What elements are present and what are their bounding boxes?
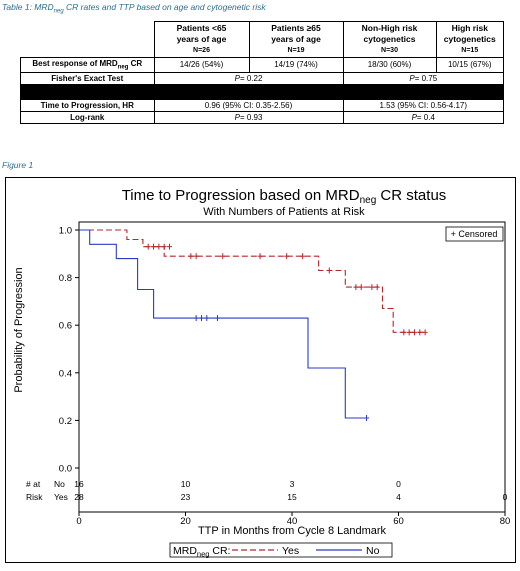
y-tick-label-5: 1.0 <box>59 226 72 237</box>
y-axis-label: Probability of Progression <box>13 267 25 392</box>
header-65plus: Patients ≥65 years of age N=19 <box>248 21 344 58</box>
x-tick-label-0: 0 <box>76 516 81 527</box>
risk-count-no-0: 16 <box>74 479 84 489</box>
x-tick-label-4: 80 <box>500 516 511 527</box>
cell-logrank-cyto: P= 0.4 <box>342 110 504 124</box>
series-line-yes <box>79 229 426 333</box>
group-legend-title: MRDneg CR: <box>173 545 230 559</box>
risk-count-yes-3: 4 <box>396 492 401 502</box>
x-tick-label-1: 20 <box>180 516 191 527</box>
y-tick-label-3: 0.6 <box>59 321 72 332</box>
series-line-no <box>79 229 367 419</box>
table-row-logrank: Log-rank P= 0.93 P= 0.4 <box>20 110 504 124</box>
y-tick-label-4: 0.8 <box>59 273 72 284</box>
results-table: Patients <65 years of age N=26 Patients ≥6… <box>20 21 504 124</box>
y-tick-label-1: 0.2 <box>59 416 72 427</box>
header-nonhigh-risk: Non-High risk cytogenetics N=30 <box>342 21 437 58</box>
cell-logrank-age: P= 0.93 <box>153 110 344 124</box>
x-axis-label: TTP in Months from Cycle 8 Landmark <box>198 525 387 537</box>
x-tick-label-3: 60 <box>393 516 404 527</box>
plot-area-frame <box>78 221 506 513</box>
chart-subtitle: With Numbers of Patients at Risk <box>203 206 365 218</box>
risk-count-yes-2: 15 <box>287 492 297 502</box>
table-header-row: Patients <65 years of age N=26 Patients ≥6… <box>20 21 504 58</box>
censored-legend-label: + Censored <box>451 229 498 239</box>
group-legend-box <box>169 542 393 558</box>
table-row-fisher: Fisher's Exact Test P= 0.22 P= 0.75 <box>20 71 504 85</box>
risk-label-line1: # at <box>26 479 41 489</box>
y-tick-label-2: 0.4 <box>59 368 72 379</box>
figure-frame <box>5 177 516 563</box>
risk-count-yes-4: 0 <box>503 492 508 502</box>
risk-label-line2: Risk <box>26 492 43 502</box>
x-tick-label-2: 40 <box>287 516 298 527</box>
risk-count-yes-1: 23 <box>181 492 191 502</box>
risk-count-no-2: 3 <box>290 479 295 489</box>
y-tick-label-0: 0.0 <box>59 464 72 475</box>
legend-no-label: No <box>366 545 380 557</box>
risk-count-no-3: 0 <box>396 479 401 489</box>
risk-count-yes-0: 28 <box>74 492 84 502</box>
figure-caption: Figure 1 <box>2 160 34 170</box>
risk-count-no-1: 10 <box>181 479 191 489</box>
risk-group-yes: Yes <box>54 492 68 502</box>
censored-legend-box <box>445 226 504 242</box>
header-high-risk: High risk cytogenetics N=15 <box>435 21 504 58</box>
table-caption: Table 1: MRDneg CR rates and TTP based o… <box>2 2 266 15</box>
risk-group-no: No <box>54 479 65 489</box>
legend-yes-label: Yes <box>282 545 299 557</box>
chart-title: Time to Progression based on MRDneg CR s… <box>122 187 447 206</box>
table-row-ttp: Time to Progression, HR 0.96 (95% CI: 0.… <box>20 98 504 112</box>
